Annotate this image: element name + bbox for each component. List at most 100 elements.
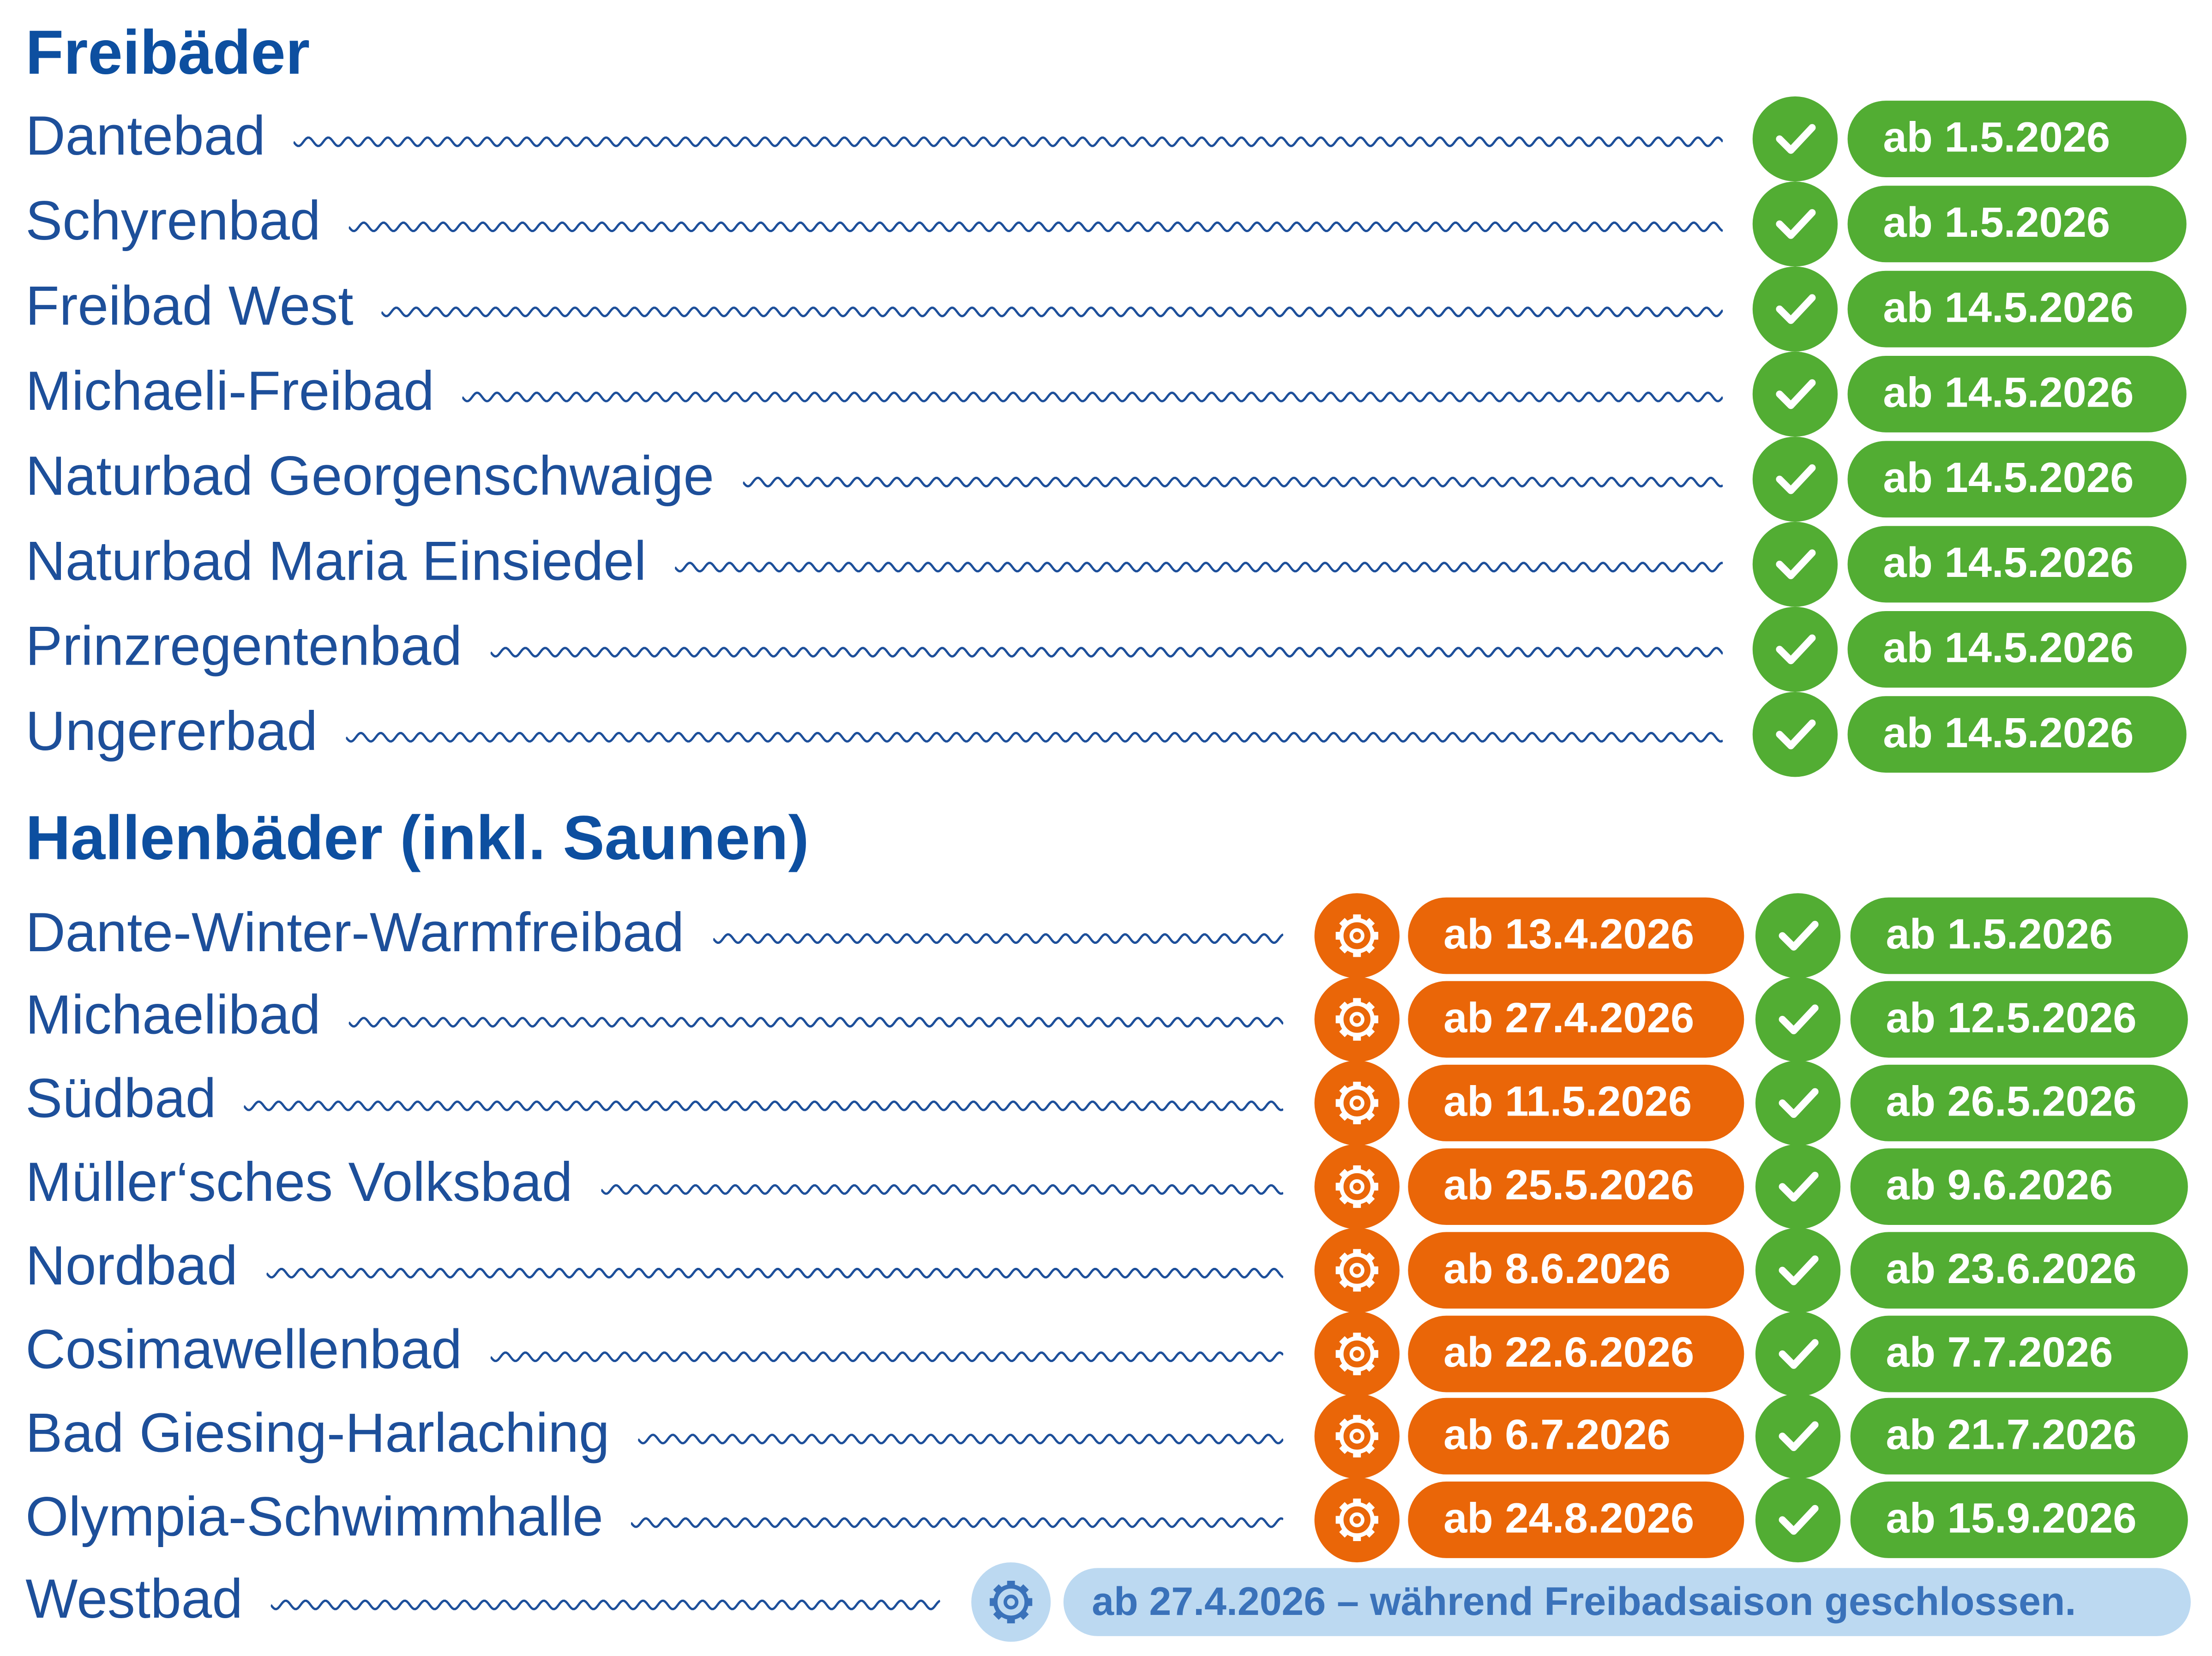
bath-name: Cosimawellenbad (25, 1320, 462, 1381)
gear-icon (1335, 1499, 1378, 1542)
check-icon (1779, 1171, 1819, 1201)
check-icon (1779, 1004, 1819, 1034)
check-icon (1755, 1227, 1841, 1313)
gear-icon (971, 1562, 1051, 1642)
check-icon (1752, 692, 1838, 777)
dotted-leader-wave (462, 391, 1723, 402)
maintenance-date-badge: ab 27.4.2026 (1408, 981, 1744, 1058)
check-icon (1776, 549, 1816, 579)
opening-date-badge: ab 14.5.2026 (1847, 441, 2187, 518)
bath-name: Westbad (25, 1568, 243, 1630)
check-icon (1776, 464, 1816, 494)
bath-name: Dante-Winter-Warmfreibad (25, 902, 685, 964)
bath-name: Bad Giesing-Harlaching (25, 1403, 610, 1464)
gear-icon (1314, 1394, 1400, 1480)
check-icon (1752, 522, 1838, 607)
opening-date-badge: ab 14.5.2026 (1847, 270, 2187, 348)
bath-row: Cosimawellenbad (25, 1308, 462, 1393)
opening-date-badge: ab 14.5.2026 (1847, 696, 2187, 773)
dotted-leader-wave (349, 1017, 1283, 1027)
bath-row: Ungererbad (25, 689, 318, 774)
gear-icon (1314, 1477, 1400, 1563)
gear-icon (1335, 1248, 1378, 1291)
opening-date-badge: ab 12.5.2026 (1850, 981, 2188, 1058)
gear-icon (1314, 1310, 1400, 1396)
bath-row: Michaelibad (25, 974, 320, 1059)
bath-row: Westbad (25, 1557, 243, 1642)
dotted-leader-wave (293, 136, 1723, 147)
gear-icon (1314, 1227, 1400, 1313)
freibaeder-heading: Freibäder (25, 18, 310, 88)
check-icon (1776, 294, 1816, 324)
bath-row: Dantebad (25, 94, 265, 179)
dotted-leader-wave (631, 1518, 1283, 1529)
bath-name: Nordbad (25, 1236, 238, 1297)
maintenance-date-badge: ab 11.5.2026 (1408, 1064, 1744, 1141)
opening-date-badge: ab 14.5.2026 (1847, 526, 2187, 603)
opening-date-badge: ab 14.5.2026 (1847, 611, 2187, 688)
closure-note-badge: ab 27.4.2026 – während Freibadsaison ges… (1063, 1568, 2191, 1636)
opening-date-badge: ab 1.5.2026 (1847, 101, 2187, 177)
dotted-leader-wave (638, 1434, 1283, 1445)
check-icon (1776, 209, 1816, 239)
gear-icon (1335, 914, 1378, 957)
opening-date-badge: ab 21.7.2026 (1850, 1398, 2188, 1475)
check-icon (1755, 1060, 1841, 1146)
gear-icon (1335, 1081, 1378, 1124)
bath-name: Schyrenbad (25, 191, 321, 252)
bath-row: Dante-Winter-Warmfreibad (25, 890, 684, 975)
opening-date-badge: ab 7.7.2026 (1850, 1315, 2188, 1392)
bath-name: Freibad West (25, 276, 354, 337)
check-icon (1755, 1143, 1841, 1229)
check-icon (1752, 351, 1838, 437)
maintenance-date-badge: ab 24.8.2026 (1408, 1482, 1744, 1559)
opening-date-badge: ab 26.5.2026 (1850, 1064, 2188, 1141)
gear-icon (1335, 1165, 1378, 1208)
opening-date-badge: ab 1.5.2026 (1850, 897, 2188, 974)
bath-name: Olympia-Schwimmhalle (25, 1487, 603, 1548)
dotted-leader-wave (270, 1599, 940, 1610)
dotted-leader-wave (743, 476, 1723, 487)
opening-date-badge: ab 1.5.2026 (1847, 186, 2187, 263)
maintenance-date-badge: ab 6.7.2026 (1408, 1398, 1744, 1475)
maintenance-date-badge: ab 25.5.2026 (1408, 1148, 1744, 1225)
bath-name: Michaeli-Freibad (25, 360, 434, 422)
bath-row: Bad Giesing-Harlaching (25, 1392, 609, 1476)
check-icon (1755, 977, 1841, 1062)
bath-row: Müller‘sches Volksbad (25, 1141, 572, 1226)
bath-row: Naturbad Maria Einsiedel (25, 519, 646, 604)
bath-row: Prinzregentenbad (25, 604, 462, 689)
bath-name: Ungererbad (25, 701, 318, 762)
gear-icon (1314, 1060, 1400, 1146)
bath-row: Nordbad (25, 1224, 238, 1309)
check-icon (1776, 379, 1816, 409)
check-icon (1779, 1505, 1819, 1536)
check-icon (1779, 1422, 1819, 1452)
dotted-leader-wave (713, 933, 1283, 944)
check-icon (1752, 606, 1838, 692)
dotted-leader-wave (349, 222, 1723, 232)
check-icon (1779, 1087, 1819, 1118)
dotted-leader-wave (381, 306, 1723, 318)
bath-name: Naturbad Maria Einsiedel (25, 531, 647, 592)
dotted-leader-wave (266, 1267, 1283, 1278)
check-icon (1752, 437, 1838, 522)
check-icon (1779, 1254, 1819, 1285)
opening-date-badge: ab 14.5.2026 (1847, 356, 2187, 432)
dotted-leader-wave (490, 1350, 1283, 1362)
gear-icon (1314, 977, 1400, 1062)
check-icon (1776, 719, 1816, 750)
dotted-leader-wave (244, 1100, 1283, 1111)
gear-icon (1314, 893, 1400, 978)
bath-row: Naturbad Georgenschwaige (25, 434, 714, 519)
bath-name: Prinzregentenbad (25, 616, 463, 677)
opening-date-badge: ab 23.6.2026 (1850, 1231, 2188, 1308)
gear-icon (1335, 1415, 1378, 1458)
bath-row: Michaeli-Freibad (25, 349, 434, 434)
bath-name: Dantebad (25, 105, 265, 167)
bath-name: Michaelibad (25, 986, 321, 1047)
check-icon (1752, 266, 1838, 352)
hallenbaeder-heading: Hallenbäder (inkl. Saunen) (25, 804, 809, 874)
check-icon (1755, 893, 1841, 978)
